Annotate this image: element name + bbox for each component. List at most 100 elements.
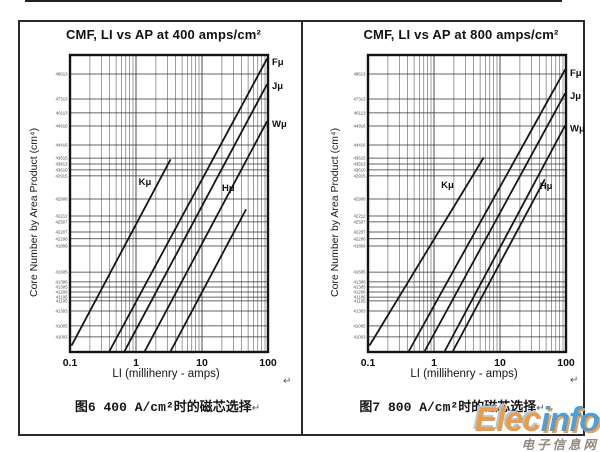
- return-mark: ↵: [536, 403, 545, 414]
- core-number-label: 42206: [354, 236, 367, 241]
- core-number-label: 47313: [56, 97, 69, 102]
- core-number-label: 48613: [56, 72, 69, 77]
- figure-caption-400: 图6 400 A/cm²时的磁芯选择↵: [20, 396, 301, 415]
- logo-subtitle: 电子信息网: [521, 438, 599, 452]
- chart-panel-400amps: CMF, LI vs AP at 400 amps/cm² Core Numbe…: [20, 22, 301, 434]
- plot-border: [68, 53, 270, 354]
- core-number-label: 44916: [56, 124, 69, 129]
- series-line-Wμ: [143, 120, 268, 353]
- core-number-label: 43813: [56, 162, 69, 167]
- core-number-label: 46113: [56, 111, 68, 116]
- core-number-label: 42507: [56, 220, 69, 225]
- series-line-Jμ: [123, 83, 268, 353]
- series-line-Hμ: [451, 179, 546, 353]
- core-number-label: 42207: [56, 230, 69, 235]
- series-label-Jμ: Jμ: [272, 81, 283, 92]
- x-tick-label: 10: [494, 357, 506, 369]
- core-number-label: 42507: [354, 220, 367, 225]
- series-label-Wμ: Wμ: [272, 119, 287, 130]
- chart-table: CMF, LI vs AP at 400 amps/cm² Core Numbe…: [18, 20, 585, 436]
- series-line-Kμ: [369, 157, 485, 346]
- core-number-label: 41305: [56, 285, 69, 290]
- core-number-label: 41005: [56, 324, 69, 329]
- core-number-label: 42206: [56, 236, 69, 241]
- caption-text: 图6 400 A/cm²时的磁芯选择: [74, 400, 252, 415]
- x-tick-label: 0.1: [63, 357, 78, 369]
- core-number-label: 41206: [354, 290, 367, 295]
- core-number-label: 44416: [354, 143, 367, 148]
- core-number-label: 41605: [56, 270, 69, 275]
- core-number-label: 41305: [354, 285, 367, 290]
- series-label-Kμ: Kμ: [441, 180, 454, 191]
- series-line-Fμ: [407, 69, 566, 353]
- core-number-label: 41005: [354, 324, 367, 329]
- core-number-label: 43615: [354, 156, 367, 161]
- x-gridlines: [69, 55, 269, 352]
- elecinfo-watermark: Elecinfo 电子信息网: [474, 401, 600, 452]
- plot-area-800: 48613 47313 46113 44916 44416 436154381343610…: [354, 53, 585, 369]
- core-number-label: 41303: [354, 309, 367, 314]
- core-number-label: 42212: [354, 214, 367, 219]
- logo-part-elec: Elec: [474, 401, 542, 439]
- core-number-label: 43615: [56, 156, 69, 161]
- chart-title-800: CMF, LI vs AP at 800 amps/cm²: [363, 27, 559, 42]
- core-number-label: 41605: [354, 270, 367, 275]
- core-number-label: 46113: [354, 111, 366, 116]
- core-number-label: 42212: [56, 214, 69, 219]
- core-number-label: 41106: [354, 295, 366, 300]
- series-line-Jμ: [423, 93, 566, 353]
- caption-text: 图7 800 A/cm²时的磁芯选择: [359, 400, 537, 415]
- x-tick-label: 0.1: [361, 357, 376, 369]
- core-number-label: 41809: [354, 244, 367, 249]
- x-axis-label: LI (millihenry - amps): [410, 368, 518, 380]
- series-line-Hμ: [169, 209, 247, 353]
- plot-border: [366, 53, 568, 354]
- core-number-label: 41106: [56, 295, 68, 300]
- core-number-label: 41306: [56, 280, 69, 285]
- top-rule: [25, 0, 562, 2]
- x-tick-label: 100: [259, 357, 277, 369]
- return-mark: ↵: [283, 376, 292, 387]
- core-number-label: 42207: [354, 230, 367, 235]
- x-tick-label: 10: [196, 357, 208, 369]
- x-tick-label: 1: [431, 357, 437, 369]
- series-label-Kμ: Kμ: [139, 177, 152, 188]
- series-line-Kμ: [71, 159, 172, 346]
- figure-caption-800: 图7 800 A/cm²时的磁芯选择↵: [303, 396, 583, 415]
- core-number-label: 41206: [56, 290, 69, 295]
- elecinfo-logo: Elecinfo: [474, 401, 600, 439]
- x-gridlines: [367, 55, 567, 352]
- x-tick-label: 100: [557, 357, 575, 369]
- x-axis-label: LI (millihenry - amps): [112, 368, 220, 380]
- core-number-label: 41003: [56, 335, 69, 340]
- series-label-Hμ: Hμ: [222, 183, 235, 194]
- core-number-label: 44416: [56, 143, 69, 148]
- core-number-rows: 48613 47313 46113 44916 44416 436154381343610…: [354, 72, 566, 340]
- series-label-Fμ: Fμ: [272, 57, 284, 68]
- series-line-Fμ: [108, 58, 268, 353]
- core-number-label: 41003: [354, 335, 367, 340]
- core-number-label: 43813: [354, 162, 367, 167]
- core-number-label: 41809: [56, 244, 69, 249]
- series-line-Wμ: [443, 125, 566, 353]
- series-label-Fμ: Fμ: [570, 68, 582, 79]
- core-number-label: 47313: [354, 97, 367, 102]
- core-number-label: 44916: [354, 124, 367, 129]
- x-tick-label: 1: [133, 357, 139, 369]
- core-number-label: 42908: [56, 197, 69, 202]
- chart-panel-800amps: CMF, LI vs AP at 800 amps/cm² Core Numbe…: [301, 22, 585, 434]
- core-number-label: 48613: [354, 72, 367, 77]
- core-number-label: 41306: [354, 280, 367, 285]
- core-number-label: 42908: [354, 197, 367, 202]
- series-label-Jμ: Jμ: [570, 91, 581, 102]
- series-label-Hμ: Hμ: [540, 181, 553, 192]
- core-number-label: 43610: [354, 168, 367, 173]
- core-number-rows: 48613 47313 46113 44916 44416 436154381343610…: [56, 72, 268, 340]
- core-number-label: 41105: [354, 299, 366, 304]
- return-mark: ↵: [570, 375, 579, 386]
- plot-area-400: 48613 47313 46113 44916 44416 436154381343610…: [56, 53, 287, 369]
- core-number-label: 42915: [56, 174, 69, 179]
- core-number-label: 41303: [56, 309, 69, 314]
- core-number-label: 43610: [56, 168, 69, 173]
